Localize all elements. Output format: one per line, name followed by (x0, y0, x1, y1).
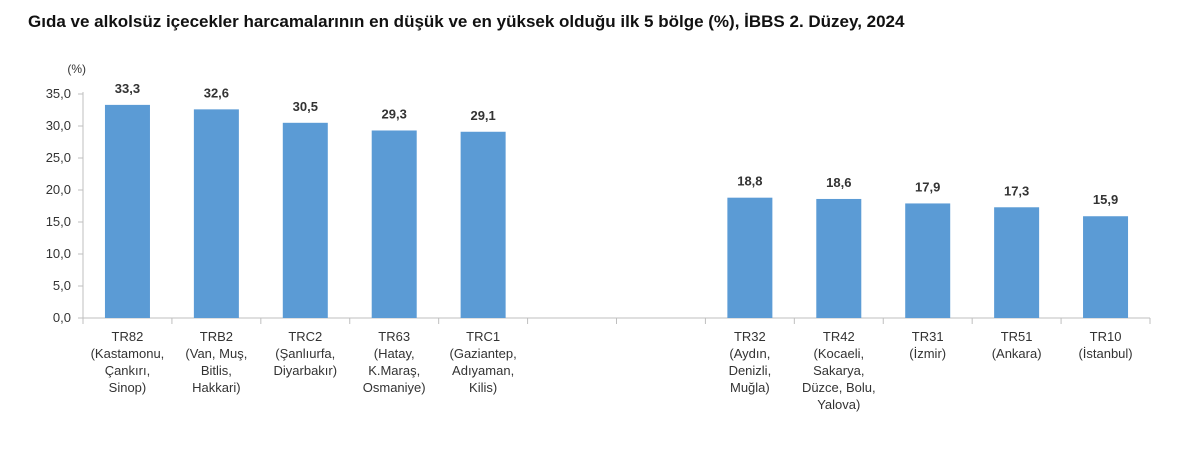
x-tick-label: Adıyaman, (452, 363, 514, 378)
category-labels: TR82 (Kastamonu, Çankırı, Sinop) TRB2 (Van, M… (91, 329, 1133, 412)
x-tick-label: TRC2 (288, 329, 322, 344)
data-label: 29,3 (382, 106, 407, 121)
x-tick-label: (İstanbul) (1078, 346, 1132, 361)
y-tick-label: 5,0 (53, 278, 71, 293)
bar (816, 198, 862, 318)
axes: 0,0 5,0 10,0 15,0 20,0 25,0 30,0 35,0 (46, 86, 1151, 325)
x-tick-label: Muğla) (730, 380, 770, 395)
data-label: 33,3 (115, 81, 140, 96)
x-tick-label: (Ankara) (992, 346, 1042, 361)
x-tick-label: (Şanlıurfa, (275, 346, 335, 361)
x-tick-label: Sakarya, (813, 363, 864, 378)
x-tick-label: Düzce, Bolu, (802, 380, 876, 395)
bar (104, 104, 150, 318)
data-label: 18,6 (826, 175, 851, 190)
y-tick-label: 20,0 (46, 182, 71, 197)
bar (1083, 216, 1129, 318)
x-tick-label: Osmaniye) (363, 380, 426, 395)
bar (460, 131, 506, 318)
data-label: 17,3 (1004, 183, 1029, 198)
data-label: 30,5 (293, 99, 318, 114)
bar (994, 207, 1040, 318)
x-tick-label: TR63 (378, 329, 410, 344)
x-tick-label: (İzmir) (909, 346, 946, 361)
y-tick-label: 10,0 (46, 246, 71, 261)
x-tick-label: (Van, Muş, (185, 346, 247, 361)
x-tick-label: (Kocaeli, (814, 346, 865, 361)
data-label: 17,9 (915, 179, 940, 194)
y-tick-label: 35,0 (46, 86, 71, 101)
y-tick-label: 30,0 (46, 118, 71, 133)
x-tick-label: Denizli, (729, 363, 772, 378)
x-tick-label: (Gaziantep, (450, 346, 517, 361)
data-label: 15,9 (1093, 192, 1118, 207)
x-tick-label: TRB2 (200, 329, 233, 344)
x-tick-label: TR31 (912, 329, 944, 344)
x-tick-label: TR82 (112, 329, 144, 344)
data-label: 32,6 (204, 85, 229, 100)
x-tick-label: Bitlis, (201, 363, 232, 378)
bar (727, 197, 773, 318)
y-tick-label: 15,0 (46, 214, 71, 229)
x-tick-label: (Aydın, (729, 346, 770, 361)
x-tick-label: K.Maraş, (368, 363, 420, 378)
x-tick-label: (Hatay, (374, 346, 415, 361)
bar (371, 130, 417, 318)
bar (905, 203, 951, 318)
data-label: 18,8 (737, 174, 762, 189)
x-tick-label: Hakkari) (192, 380, 240, 395)
y-axis-unit-label: (%) (67, 62, 86, 76)
chart-title: Gıda ve alkolsüz içecekler harcamalarını… (28, 12, 905, 31)
bar (193, 109, 239, 318)
y-tick-label: 0,0 (53, 310, 71, 325)
x-tick-label: TR10 (1090, 329, 1122, 344)
data-labels: 33,3 32,6 30,5 29,3 29,1 18,8 18,6 17,9 17,3 15,9 (115, 81, 1118, 207)
x-tick-label: Yalova) (817, 397, 860, 412)
x-tick-label: (Kastamonu, (91, 346, 165, 361)
x-tick-label: Diyarbakır) (274, 363, 338, 378)
x-tick-label: Çankırı, (105, 363, 151, 378)
y-tick-label: 25,0 (46, 150, 71, 165)
x-tick-label: TRC1 (466, 329, 500, 344)
x-tick-label: Sinop) (109, 380, 147, 395)
data-label: 29,1 (470, 108, 495, 123)
x-tick-label: Kilis) (469, 380, 497, 395)
x-tick-label: TR32 (734, 329, 766, 344)
bar (282, 122, 328, 318)
bars (104, 104, 1129, 318)
x-tick-label: TR51 (1001, 329, 1033, 344)
x-tick-label: TR42 (823, 329, 855, 344)
